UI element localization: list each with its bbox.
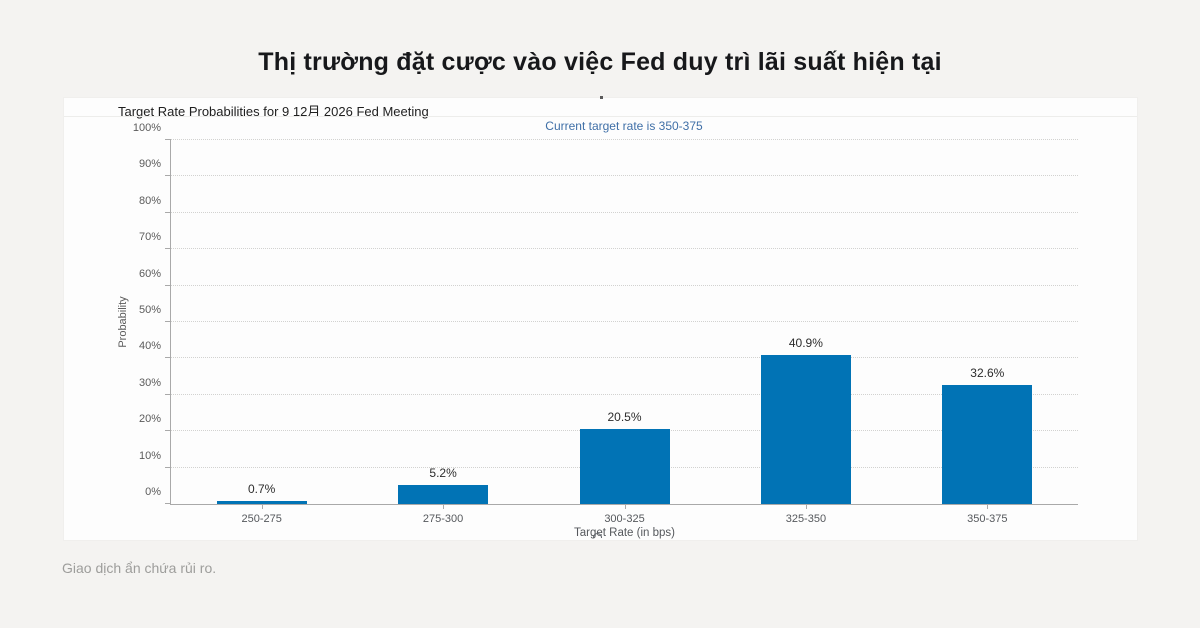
x-tick-mark xyxy=(261,504,263,509)
y-tick-mark xyxy=(165,139,171,140)
chart-subtitle: Current target rate is 350-375 xyxy=(545,119,703,133)
risk-disclaimer: Giao dịch ẩn chứa rủi ro. xyxy=(62,560,217,576)
chart-title: Target Rate Probabilities for 9 12月 2026… xyxy=(118,104,429,119)
bar-value-label: 5.2% xyxy=(429,466,457,481)
y-tick-mark xyxy=(165,466,171,468)
y-tick-label: 40% xyxy=(138,340,161,353)
gridline xyxy=(171,393,1078,395)
x-tick-label: 300-325 xyxy=(604,513,645,525)
gridline xyxy=(171,248,1078,250)
x-tick-mark xyxy=(443,504,445,509)
y-tick-label: 50% xyxy=(138,304,161,316)
bar-value-label: 20.5% xyxy=(607,410,642,425)
y-tick-label: 90% xyxy=(138,158,161,171)
page-title: Thị trường đặt cược vào việc Fed duy trì… xyxy=(258,48,942,76)
y-tick-label: 70% xyxy=(138,231,161,244)
gridline xyxy=(171,211,1078,213)
y-tick-mark xyxy=(165,357,171,359)
y-tick-mark xyxy=(165,248,171,250)
y-tick-mark xyxy=(165,284,171,286)
y-tick-label: 10% xyxy=(138,449,161,462)
y-tick-label: 30% xyxy=(138,376,161,389)
bar xyxy=(579,429,670,504)
clipped-glyph xyxy=(592,533,604,538)
y-tick-label: 100% xyxy=(132,122,161,134)
gridline xyxy=(171,321,1078,322)
x-tick-label: 275-300 xyxy=(422,513,464,525)
header-divider xyxy=(64,116,1137,117)
y-tick-label: 60% xyxy=(138,267,161,280)
bar-value-label: 0.7% xyxy=(248,482,276,497)
y-tick-mark xyxy=(165,503,171,504)
bar xyxy=(216,501,307,504)
bar-value-label: 32.6% xyxy=(970,366,1005,381)
x-tick-mark xyxy=(805,504,807,509)
x-tick-label: 350-375 xyxy=(967,513,1008,525)
bar xyxy=(398,485,489,504)
chart-card: Target Rate Probabilities for 9 12月 2026… xyxy=(64,96,1137,540)
bar xyxy=(760,355,851,504)
gridline xyxy=(171,139,1078,140)
y-tick-label: 20% xyxy=(138,413,161,426)
bar-value-label: 40.9% xyxy=(788,336,823,351)
gridline xyxy=(171,284,1078,286)
y-tick-mark xyxy=(165,393,171,395)
y-tick-mark xyxy=(165,211,171,213)
clipped-ui-artifact xyxy=(600,96,603,99)
plot-area: Probability Target Rate (in bps) 0% 10% 20… xyxy=(117,122,1078,539)
y-tick-mark xyxy=(165,321,171,322)
y-tick-label: 80% xyxy=(138,194,161,207)
x-axis-label: Target Rate (in bps) xyxy=(574,527,675,539)
x-tick-label: 325-350 xyxy=(785,513,827,525)
x-tick-mark xyxy=(624,504,626,509)
y-tick-mark xyxy=(165,175,171,177)
x-tick-mark xyxy=(987,504,989,509)
bar xyxy=(942,385,1033,504)
y-tick-mark xyxy=(165,430,171,432)
y-tick-label: 0% xyxy=(145,486,161,498)
x-tick-label: 250-275 xyxy=(241,513,282,525)
gridline xyxy=(171,357,1078,359)
gridline xyxy=(171,175,1078,177)
